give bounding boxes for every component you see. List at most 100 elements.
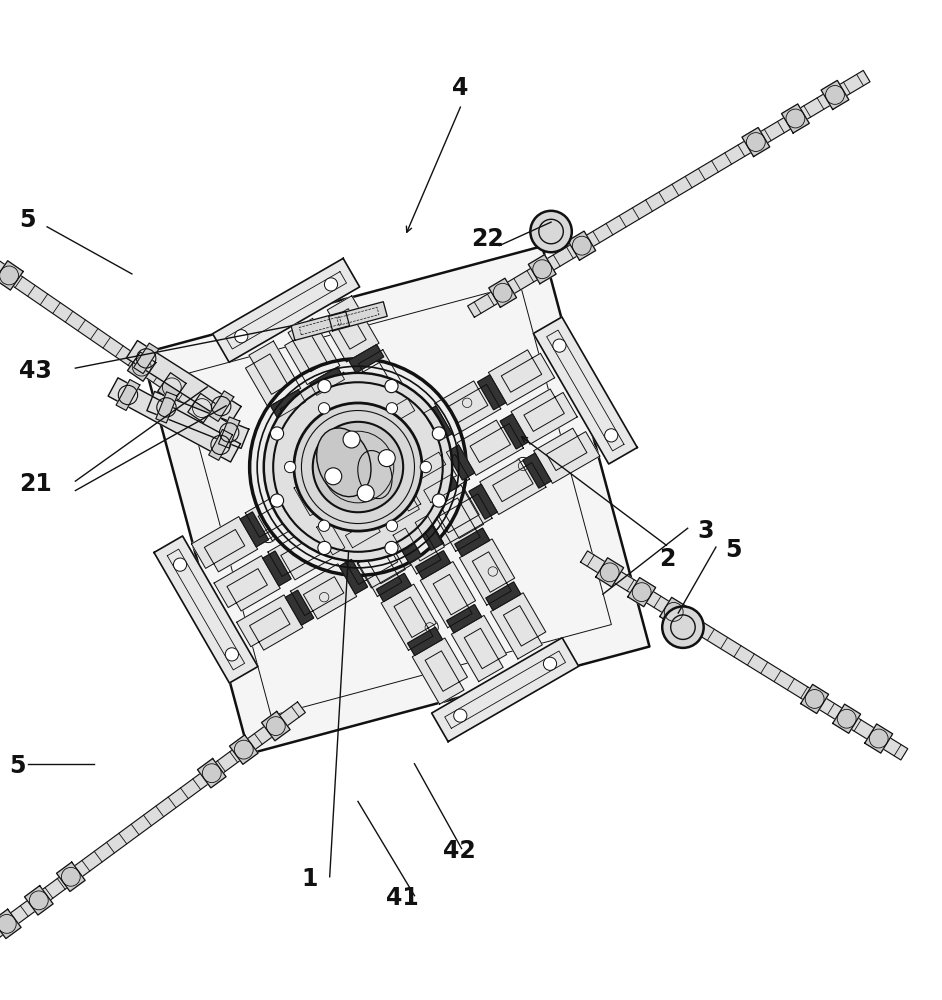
Polygon shape: [424, 406, 452, 441]
Polygon shape: [187, 393, 216, 423]
Polygon shape: [469, 484, 497, 519]
Polygon shape: [301, 444, 336, 472]
Text: 3: 3: [697, 519, 714, 543]
Text: 4: 4: [452, 76, 468, 100]
Polygon shape: [782, 104, 809, 133]
Circle shape: [379, 450, 396, 467]
Circle shape: [173, 558, 187, 571]
Circle shape: [454, 709, 467, 722]
Polygon shape: [341, 421, 376, 449]
Polygon shape: [0, 261, 24, 290]
Polygon shape: [277, 395, 332, 461]
Polygon shape: [370, 489, 398, 524]
Polygon shape: [533, 317, 638, 464]
Polygon shape: [246, 341, 300, 407]
Circle shape: [250, 359, 466, 575]
Text: 21: 21: [19, 472, 52, 496]
Text: 41: 41: [386, 886, 419, 910]
Circle shape: [225, 648, 238, 661]
Polygon shape: [317, 520, 345, 555]
Circle shape: [357, 485, 374, 502]
Polygon shape: [386, 404, 441, 470]
Circle shape: [484, 563, 501, 580]
Polygon shape: [384, 497, 419, 525]
Polygon shape: [478, 375, 506, 410]
Polygon shape: [426, 490, 492, 546]
Polygon shape: [198, 758, 226, 788]
Polygon shape: [324, 296, 379, 362]
Polygon shape: [270, 390, 305, 418]
Polygon shape: [408, 627, 443, 655]
Text: 1: 1: [301, 867, 317, 891]
Polygon shape: [214, 556, 280, 611]
Polygon shape: [403, 451, 469, 506]
Polygon shape: [568, 231, 595, 260]
Polygon shape: [467, 70, 870, 317]
Polygon shape: [415, 551, 450, 579]
Circle shape: [294, 403, 422, 531]
Polygon shape: [372, 475, 407, 503]
Polygon shape: [580, 551, 908, 760]
Polygon shape: [534, 428, 600, 483]
Polygon shape: [627, 578, 656, 607]
Polygon shape: [147, 391, 249, 448]
Polygon shape: [370, 437, 398, 472]
Polygon shape: [0, 212, 230, 430]
Text: 22: 22: [471, 227, 504, 251]
Circle shape: [343, 431, 360, 448]
Polygon shape: [262, 711, 290, 741]
Polygon shape: [500, 414, 528, 449]
Polygon shape: [659, 597, 688, 626]
Circle shape: [318, 403, 330, 414]
Polygon shape: [349, 345, 383, 373]
Polygon shape: [455, 528, 490, 556]
Polygon shape: [155, 392, 177, 423]
Polygon shape: [355, 350, 410, 416]
Polygon shape: [126, 341, 241, 424]
Polygon shape: [350, 530, 405, 596]
Circle shape: [662, 606, 704, 648]
Circle shape: [385, 541, 398, 555]
Circle shape: [432, 494, 446, 507]
Polygon shape: [134, 343, 159, 374]
Polygon shape: [347, 426, 402, 492]
Circle shape: [260, 526, 277, 543]
Polygon shape: [381, 412, 447, 467]
Polygon shape: [486, 582, 521, 610]
Text: 42: 42: [443, 839, 476, 863]
Polygon shape: [346, 519, 381, 548]
Text: 5: 5: [9, 754, 26, 778]
Polygon shape: [460, 539, 514, 605]
Polygon shape: [236, 595, 302, 650]
Circle shape: [553, 339, 566, 352]
Polygon shape: [154, 536, 258, 683]
Polygon shape: [308, 449, 363, 515]
Polygon shape: [415, 515, 444, 550]
Circle shape: [290, 420, 307, 437]
Text: 5: 5: [725, 538, 742, 562]
Circle shape: [270, 494, 284, 507]
Polygon shape: [424, 474, 459, 503]
Circle shape: [235, 330, 248, 343]
Text: 5: 5: [19, 208, 36, 232]
Circle shape: [421, 619, 438, 636]
Circle shape: [317, 541, 331, 555]
Circle shape: [420, 461, 431, 473]
Circle shape: [386, 520, 398, 531]
Polygon shape: [208, 391, 234, 421]
Circle shape: [386, 403, 398, 414]
Polygon shape: [512, 389, 577, 444]
Polygon shape: [291, 311, 349, 340]
Polygon shape: [431, 638, 578, 742]
Polygon shape: [316, 372, 371, 438]
Polygon shape: [447, 605, 481, 633]
Polygon shape: [528, 255, 556, 284]
Polygon shape: [24, 886, 53, 915]
Circle shape: [544, 657, 557, 670]
Circle shape: [605, 429, 618, 442]
Polygon shape: [429, 485, 483, 551]
Polygon shape: [157, 373, 186, 402]
Polygon shape: [382, 584, 436, 650]
Polygon shape: [413, 638, 467, 704]
Polygon shape: [380, 398, 414, 427]
